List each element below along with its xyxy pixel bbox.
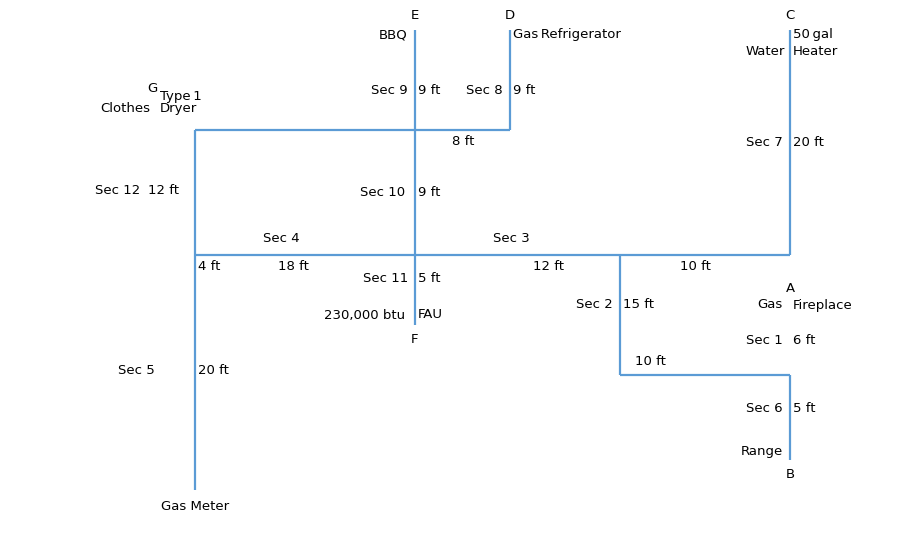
Text: Heater: Heater <box>793 45 838 58</box>
Text: 5 ft: 5 ft <box>793 402 815 415</box>
Text: 20 ft: 20 ft <box>793 135 824 149</box>
Text: Sec 4: Sec 4 <box>264 232 300 245</box>
Text: 50 gal: 50 gal <box>793 28 832 41</box>
Text: Sec 8: Sec 8 <box>466 84 503 96</box>
Text: FAU: FAU <box>418 309 443 322</box>
Text: Fireplace: Fireplace <box>793 299 853 311</box>
Text: 6 ft: 6 ft <box>793 333 815 346</box>
Text: 20 ft: 20 ft <box>198 364 229 377</box>
Text: 4 ft: 4 ft <box>198 260 220 273</box>
Text: 8 ft: 8 ft <box>452 135 474 148</box>
Text: G: G <box>147 82 157 95</box>
Text: Gas Refrigerator: Gas Refrigerator <box>513 28 621 41</box>
Text: Sec 7: Sec 7 <box>746 135 783 149</box>
Text: B: B <box>786 468 795 481</box>
Text: C: C <box>786 9 795 22</box>
Text: Range: Range <box>741 446 783 459</box>
Text: BBQ: BBQ <box>379 28 408 41</box>
Text: Clothes: Clothes <box>100 102 150 115</box>
Text: Sec 2: Sec 2 <box>576 299 613 311</box>
Text: 230,000 btu: 230,000 btu <box>324 309 405 322</box>
Text: 9 ft: 9 ft <box>418 185 440 199</box>
Text: 10 ft: 10 ft <box>635 355 666 368</box>
Text: Gas: Gas <box>758 299 783 311</box>
Text: 5 ft: 5 ft <box>418 272 440 284</box>
Text: 18 ft: 18 ft <box>278 260 309 273</box>
Text: Sec 6: Sec 6 <box>746 402 783 415</box>
Text: F: F <box>411 333 418 346</box>
Text: Sec 1: Sec 1 <box>746 333 783 346</box>
Text: 12 ft: 12 ft <box>533 260 564 273</box>
Text: Gas Meter: Gas Meter <box>161 500 230 513</box>
Text: A: A <box>786 282 795 295</box>
Text: Water: Water <box>745 45 785 58</box>
Text: Sec 5: Sec 5 <box>118 364 155 377</box>
Text: 12 ft: 12 ft <box>148 184 179 196</box>
Text: Sec 11: Sec 11 <box>363 272 408 284</box>
Text: Sec 12: Sec 12 <box>94 184 140 196</box>
Text: Sec 10: Sec 10 <box>360 185 405 199</box>
Text: 10 ft: 10 ft <box>680 260 711 273</box>
Text: Sec 3: Sec 3 <box>493 232 530 245</box>
Text: E: E <box>411 9 419 22</box>
Text: 9 ft: 9 ft <box>513 84 536 96</box>
Text: Dryer: Dryer <box>160 102 197 115</box>
Text: Sec 9: Sec 9 <box>372 84 408 96</box>
Text: 9 ft: 9 ft <box>418 84 440 96</box>
Text: 15 ft: 15 ft <box>623 299 654 311</box>
Text: Type 1: Type 1 <box>160 90 202 103</box>
Text: D: D <box>505 9 515 22</box>
